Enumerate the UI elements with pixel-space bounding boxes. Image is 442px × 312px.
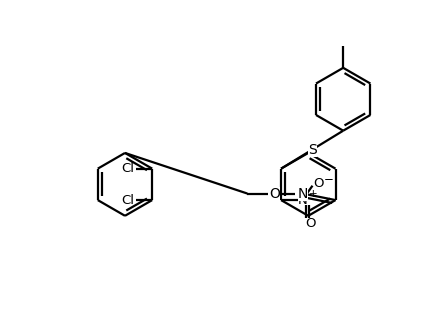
- Text: O: O: [313, 177, 324, 190]
- Text: Cl: Cl: [121, 193, 134, 207]
- Text: O: O: [305, 217, 316, 230]
- Text: +: +: [309, 189, 317, 199]
- Text: Cl: Cl: [121, 162, 134, 175]
- Text: N: N: [297, 187, 308, 201]
- Text: N: N: [298, 193, 308, 207]
- Text: −: −: [324, 173, 334, 186]
- Text: S: S: [308, 143, 316, 157]
- Text: O: O: [269, 187, 280, 201]
